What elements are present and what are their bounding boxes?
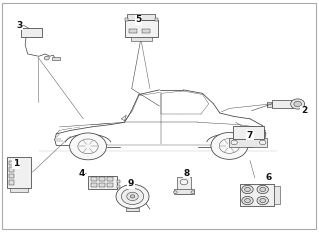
Circle shape [70,133,107,160]
Circle shape [180,179,188,185]
Bar [142,29,150,33]
Bar [10,188,28,192]
Bar [241,184,274,206]
Circle shape [260,187,266,192]
Text: 4: 4 [78,169,85,178]
Bar [107,183,113,187]
Bar [91,183,97,187]
Circle shape [44,56,49,60]
Text: 3: 3 [16,21,22,30]
Bar [9,161,14,165]
Circle shape [260,199,266,203]
Bar [9,167,14,172]
Text: 6: 6 [266,173,272,182]
Text: 9: 9 [128,179,134,188]
Circle shape [245,199,250,203]
Circle shape [211,133,248,159]
Circle shape [122,188,144,205]
Bar [131,37,152,41]
Bar [88,175,117,189]
Text: 7: 7 [247,130,253,140]
Circle shape [260,140,266,145]
Circle shape [242,185,253,194]
Bar [272,99,293,108]
Circle shape [242,196,253,205]
Bar [274,185,279,204]
Bar [107,177,113,181]
Circle shape [130,195,135,198]
Bar [125,208,139,212]
Bar [155,18,158,21]
Bar [7,157,31,188]
Text: 1: 1 [13,159,19,168]
Bar [267,102,272,107]
Circle shape [174,191,177,194]
Bar [52,57,60,60]
Bar [21,28,42,37]
Bar [127,14,155,20]
Bar [117,180,121,182]
Circle shape [245,187,250,192]
Bar [91,177,97,181]
Circle shape [257,196,269,205]
Circle shape [231,140,237,145]
Bar [129,29,137,33]
Bar [124,20,158,37]
Circle shape [116,184,149,209]
Circle shape [291,99,305,109]
Bar [233,126,264,138]
Circle shape [257,185,269,194]
Circle shape [191,191,195,194]
Circle shape [127,192,138,201]
Bar [9,174,14,178]
Bar [124,18,128,21]
Bar [99,183,105,187]
Bar [117,185,121,188]
Text: 8: 8 [183,169,189,178]
Bar [174,189,195,194]
Bar [177,177,191,194]
Circle shape [294,101,301,107]
Bar [229,138,268,147]
Bar [99,177,105,181]
Text: 5: 5 [136,15,142,24]
Text: 2: 2 [301,106,307,115]
Bar [9,180,14,185]
